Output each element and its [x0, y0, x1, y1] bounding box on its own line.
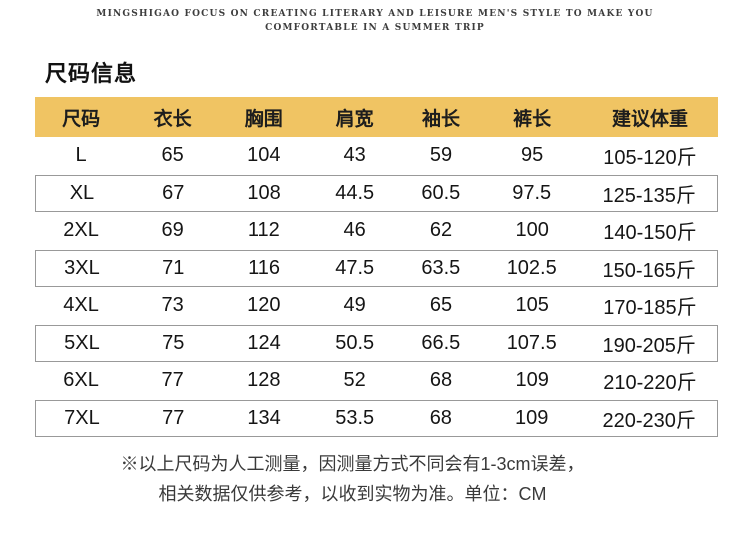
- footnote-line2: 相关数据仅供参考，以收到实物为准。单位：CM: [158, 484, 547, 504]
- measurement-cell: 140-150斤: [603, 222, 697, 245]
- measurement-cell: 50.5: [335, 331, 375, 354]
- measurement-cell: 53.5: [335, 406, 375, 429]
- footnote-line1: ※以上尺码为人工测量，因测量方式不同会有1-3cm误差，: [120, 454, 585, 474]
- measurement-cell: 95: [521, 144, 544, 167]
- table-row: 5XL 75 124 50.5 66.5 107.5 190-205斤: [35, 324, 718, 362]
- table-row: 3XL 71 116 47.5 63.5 102.5 150-165斤: [35, 249, 718, 287]
- header-cell: 尺码: [62, 108, 101, 130]
- measurement-cell: 112: [247, 219, 280, 242]
- measurement-cell: 170-185斤: [603, 297, 697, 320]
- measurement-cell: 120: [247, 294, 281, 317]
- measurement-cell: 220-230斤: [602, 409, 696, 432]
- measurement-cell: 125-135斤: [602, 184, 696, 207]
- measurement-cell: 73: [161, 294, 184, 317]
- measurement-cell: 128: [247, 369, 281, 392]
- measurement-cell: 150-165斤: [602, 259, 696, 282]
- table-row: 4XL 73 120 49 65 105 170-185斤: [35, 287, 718, 325]
- measurement-cell: 43: [343, 144, 366, 167]
- measurement-cell: 104: [247, 144, 281, 167]
- measurement-cell: 124: [247, 331, 281, 354]
- header-cell: 肩宽: [335, 108, 374, 130]
- table-body: L 65 104 43 59 95 105-120斤 XL 67 108 44.5 60.5 97.5 1…: [35, 137, 718, 437]
- measurement-cell: 107.5: [506, 331, 557, 354]
- size-label-cell: 2XL: [63, 219, 99, 242]
- table-row: XL 67 108 44.5 60.5 97.5 125-135斤: [35, 174, 718, 212]
- table-row: 2XL 69 112 46 62 100 140-150斤: [35, 212, 718, 250]
- measurement-cell: 65: [429, 294, 453, 317]
- measurement-cell: 47.5: [335, 256, 375, 279]
- measurement-cell: 65: [161, 144, 184, 167]
- measurement-cell: 108: [247, 181, 281, 204]
- header-cell: 胸围: [244, 108, 283, 130]
- measurement-cell: 77: [162, 406, 185, 429]
- measurement-cell: 62: [429, 219, 453, 242]
- measurement-cell: 100: [515, 219, 549, 242]
- measurement-cell: 102.5: [506, 256, 557, 279]
- measurement-cell: 49: [343, 294, 366, 317]
- footnote: ※以上尺码为人工测量，因测量方式不同会有1-3cm误差， 相关数据仅供参考，以收…: [35, 449, 670, 509]
- measurement-cell: 109: [515, 406, 549, 429]
- measurement-cell: 60.5: [421, 181, 461, 204]
- brand-slogan-line2: COMFORTABLE IN A SUMMER TRIP: [265, 23, 485, 33]
- measurement-cell: 71: [162, 256, 185, 279]
- size-label-cell: L: [75, 144, 87, 167]
- measurement-cell: 63.5: [421, 256, 461, 279]
- header-cell: 袖长: [422, 108, 461, 130]
- measurement-cell: 116: [248, 256, 281, 279]
- measurement-cell: 67: [162, 181, 185, 204]
- measurement-cell: 134: [247, 406, 281, 429]
- measurement-cell: 190-205斤: [602, 334, 696, 357]
- measurement-cell: 59: [429, 144, 453, 167]
- brand-slogan: MINGSHIGAO FOCUS ON CREATING LITERARY AN…: [0, 7, 750, 35]
- table-row: 6XL 77 128 52 68 109 210-220斤: [35, 362, 718, 400]
- measurement-cell: 109: [515, 369, 549, 392]
- measurement-cell: 75: [162, 331, 185, 354]
- size-label-cell: 4XL: [63, 294, 99, 317]
- size-table: 尺码 衣长 胸围 肩宽 袖长 裤长 建议体重 L 65 104 43 59 95 105-120斤 XL 6…: [35, 97, 718, 437]
- measurement-cell: 44.5: [335, 181, 375, 204]
- size-label-cell: 6XL: [63, 369, 99, 392]
- measurement-cell: 52: [343, 369, 366, 392]
- measurement-cell: 66.5: [421, 331, 461, 354]
- table-row: L 65 104 43 59 95 105-120斤: [35, 137, 718, 175]
- header-cell: 建议体重: [611, 108, 688, 130]
- size-label-cell: 3XL: [64, 256, 100, 279]
- measurement-cell: 105-120斤: [603, 147, 697, 170]
- size-label-cell: 7XL: [64, 406, 100, 429]
- measurement-cell: 69: [161, 219, 184, 242]
- measurement-cell: 46: [343, 219, 366, 242]
- table-row: 7XL 77 134 53.5 68 109 220-230斤: [35, 399, 718, 437]
- page-title: 尺码信息: [45, 61, 138, 86]
- size-label-cell: 5XL: [64, 331, 100, 354]
- table-header-row: 尺码 衣长 胸围 肩宽 袖长 裤长 建议体重: [35, 97, 718, 137]
- measurement-cell: 210-220斤: [603, 372, 697, 395]
- measurement-cell: 68: [429, 369, 453, 392]
- header-cell: 裤长: [513, 108, 552, 130]
- measurement-cell: 77: [161, 369, 184, 392]
- brand-slogan-line1: MINGSHIGAO FOCUS ON CREATING LITERARY AN…: [96, 9, 654, 19]
- measurement-cell: 68: [429, 406, 452, 429]
- size-label-cell: XL: [69, 181, 95, 204]
- measurement-cell: 97.5: [512, 181, 552, 204]
- measurement-cell: 105: [515, 294, 549, 317]
- header-cell: 衣长: [153, 108, 192, 130]
